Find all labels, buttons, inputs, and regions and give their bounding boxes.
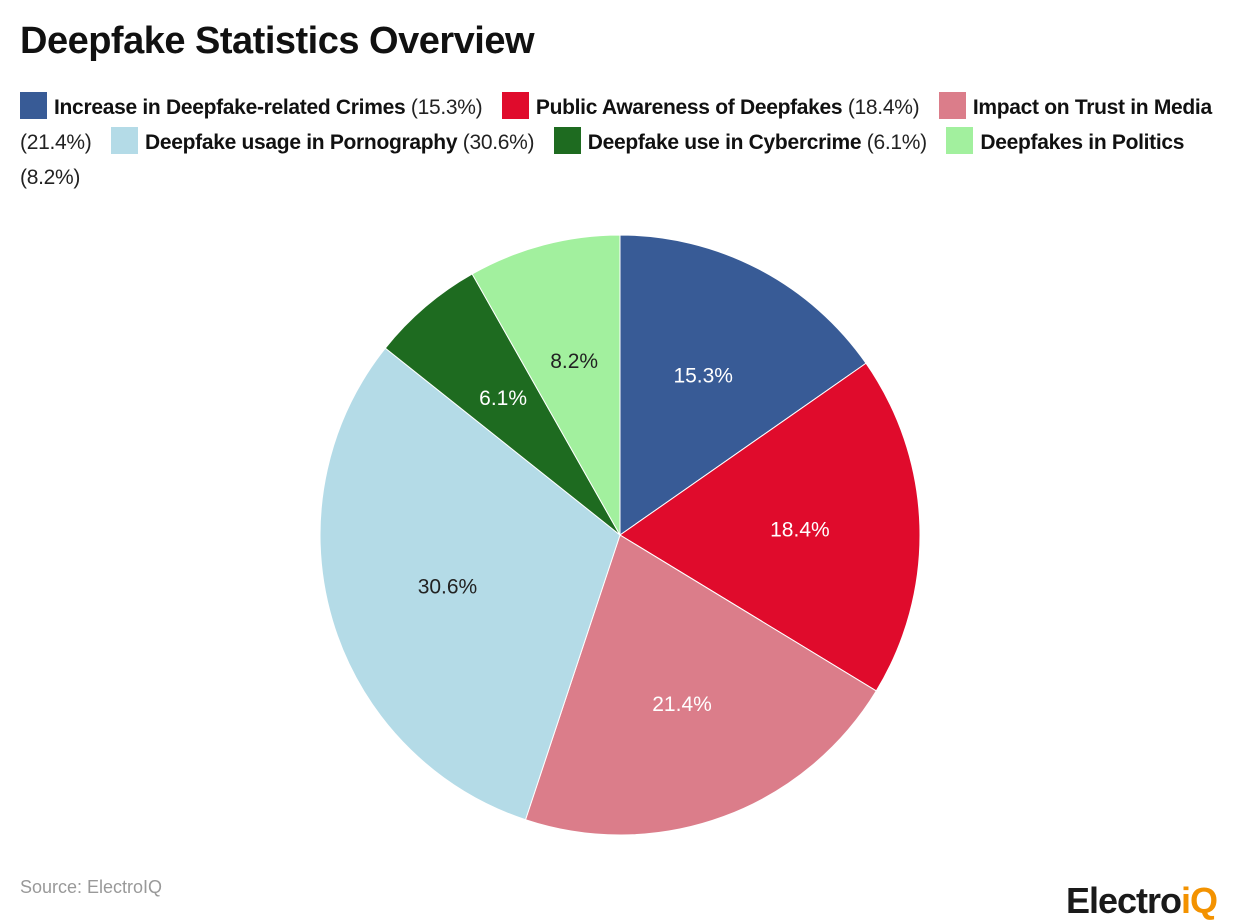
legend-value: (15.3%)	[410, 96, 483, 119]
legend-item: Deepfake use in Cybercrime (6.1%)	[553, 127, 927, 154]
legend-label: Deepfake usage in Pornography	[144, 131, 458, 154]
legend-value: (18.4%)	[847, 96, 920, 119]
slice-label: 15.3%	[673, 364, 733, 387]
logo-accent: iQ	[1181, 880, 1218, 921]
pie-slice	[619, 362, 921, 692]
legend-item: Deepfake usage in Pornography (30.6%)	[110, 127, 535, 154]
legend-item: Public Awareness of Deepfakes (18.4%)	[501, 92, 920, 119]
slice-label: 30.6%	[418, 575, 478, 598]
slice-label: 8.2%	[550, 350, 598, 373]
source-note: Source: ElectroIQ	[20, 877, 163, 897]
legend-item: Impact on Trust in Media (21.4%)	[20, 92, 1212, 154]
legend-label: Impact on Trust in Media	[972, 96, 1212, 119]
legend-label: Public Awareness of Deepfakes	[535, 96, 843, 119]
slice-label: 18.4%	[770, 518, 830, 541]
legend-swatch	[946, 127, 974, 154]
pie-slice	[619, 234, 867, 536]
legend-item: Deepfakes in Politics (8.2%)	[20, 127, 1185, 189]
pie-slice	[524, 534, 877, 836]
pie-slice	[471, 234, 621, 537]
slice-label: 6.1%	[479, 387, 527, 410]
legend-swatch	[938, 92, 966, 119]
logo-text: Electro	[1066, 880, 1182, 921]
chart-title: Deepfake Statistics Overview	[20, 20, 535, 62]
pie-slice	[319, 347, 621, 821]
legend-value: (6.1%)	[866, 131, 927, 154]
legend-value: (8.2%)	[20, 166, 81, 189]
legend-swatch	[553, 127, 581, 154]
legend: Increase in Deepfake-related Crimes (15.…	[20, 90, 1220, 195]
slice-label: 21.4%	[652, 693, 712, 716]
legend-swatch	[110, 127, 138, 154]
legend-value: (21.4%)	[20, 131, 92, 154]
legend-value: (30.6%)	[462, 131, 535, 154]
legend-item: Increase in Deepfake-related Crimes (15.…	[20, 92, 483, 119]
legend-swatch	[501, 92, 529, 119]
legend-label: Deepfakes in Politics	[980, 131, 1185, 154]
legend-swatch	[20, 92, 47, 119]
electroiq-logo: ElectroiQ	[1066, 880, 1218, 922]
legend-label: Deepfake use in Cybercrime	[587, 131, 862, 154]
legend-label: Increase in Deepfake-related Crimes	[54, 96, 406, 119]
